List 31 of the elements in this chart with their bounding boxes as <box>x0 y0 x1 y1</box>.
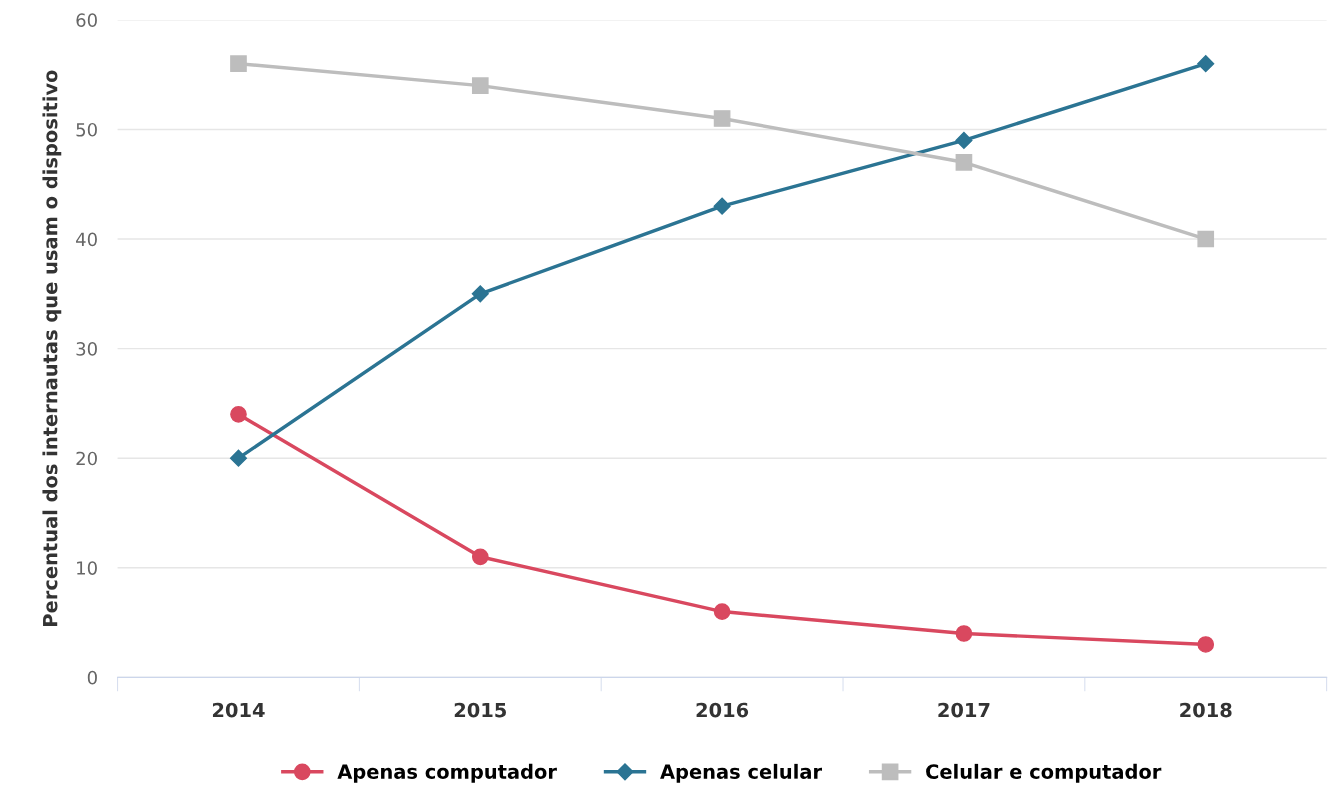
point <box>713 603 731 620</box>
y-tick-label: 0 <box>87 670 97 685</box>
point <box>955 625 973 642</box>
y-tick-label: 10 <box>77 561 97 575</box>
x-tick-label: 2014 <box>212 702 265 718</box>
y-tick-label: 40 <box>76 232 97 247</box>
point <box>471 77 489 94</box>
x-tick-label: 2018 <box>1180 702 1232 718</box>
point <box>1197 230 1215 248</box>
y-axis-title: Percentual dos internautas que usam o dispositivo <box>42 70 62 626</box>
x-tick-label: 2016 <box>696 702 749 718</box>
point <box>230 55 247 73</box>
point <box>229 449 248 467</box>
legend-label: Celular e computador <box>926 763 1162 783</box>
legend-label: Apenas celular <box>660 763 822 783</box>
x-tick-label: 2017 <box>938 702 990 718</box>
x-tick-label: 2015 <box>454 702 506 718</box>
point <box>471 285 489 303</box>
legend-label: Apenas computador <box>337 763 557 783</box>
point <box>1197 636 1215 653</box>
point <box>713 197 731 215</box>
y-tick-label: 50 <box>76 122 97 137</box>
y-tick-label: 20 <box>76 451 97 466</box>
point <box>1197 55 1215 73</box>
point <box>713 110 731 127</box>
point <box>955 131 973 149</box>
y-tick-label: 60 <box>76 13 97 27</box>
y-tick-label: 30 <box>76 342 97 356</box>
point <box>230 406 247 423</box>
point <box>955 153 973 171</box>
point <box>471 548 489 566</box>
